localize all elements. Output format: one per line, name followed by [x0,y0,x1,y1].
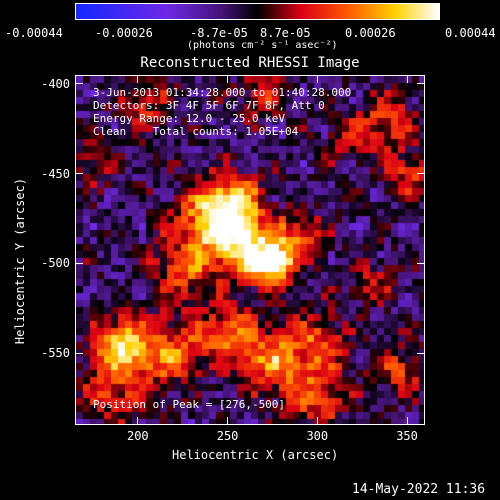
chart-title: Reconstructed RHESSI Image [140,55,360,71]
x-axis-tick [316,417,318,424]
colorbar-tick-label: -8.7e-05 [190,26,248,40]
colorbar-gradient [76,4,439,19]
x-axis-tick [137,417,139,424]
y-tick-label: -450 [41,166,70,181]
y-tick-label: -550 [41,346,70,361]
x-axis-tick [137,76,139,83]
x-tick-label: 300 [306,429,329,443]
colorbar-tick-label: -0.00044 [5,26,63,40]
plot-frame: 3-Jun-2013 01:34:28.000 to 01:40:28.000 … [75,75,425,425]
x-axis-tick [316,76,318,83]
y-axis-tick [417,352,424,354]
y-tick-label: -400 [41,76,70,91]
info-line-energy-range: Energy Range: 12.0 - 25.0 keV [93,112,286,125]
colorbar-units-label: (photons cm⁻² s⁻¹ asec⁻²) [187,40,338,51]
y-axis-tick [76,352,83,354]
x-tick-label: 350 [396,429,418,443]
y-axis-tick [76,83,83,85]
x-axis-label: Heliocentric X (arcsec) [172,448,339,462]
x-tick-label: 200 [126,429,149,443]
y-axis-tick [76,173,83,175]
colorbar-tick-label: 0.00026 [345,26,396,40]
colorbar-tick-label: 8.7e-05 [260,26,311,40]
timestamp: 14-May-2022 11:36 [352,482,486,497]
info-line-detectors: Detectors: 3F 4F 5F 6F 7F 8F, Att 0 [93,99,325,112]
info-line-time-range: 3-Jun-2013 01:34:28.000 to 01:40:28.000 [93,86,352,99]
y-axis-tick [417,83,424,85]
peak-position-label: Position of Peak = [276,-500] [93,398,286,411]
info-line-counts: Clean Total counts: 1.05E+04 [93,125,299,138]
y-axis-label: Heliocentric Y (arcsec) [13,177,27,345]
colorbar-tick-label: 0.00044 [445,26,496,40]
colorbar-tick-label: -0.00026 [95,26,153,40]
y-axis-tick [417,262,424,264]
y-axis-tick [417,173,424,175]
rhessi-image [76,76,424,424]
colorbar [75,3,440,20]
x-axis-tick [227,417,229,424]
x-tick-label: 250 [216,429,239,443]
x-axis-tick [406,76,408,83]
y-axis-tick [76,262,83,264]
x-axis-tick [227,76,229,83]
y-tick-label: -500 [41,256,70,271]
x-axis-tick [406,417,408,424]
